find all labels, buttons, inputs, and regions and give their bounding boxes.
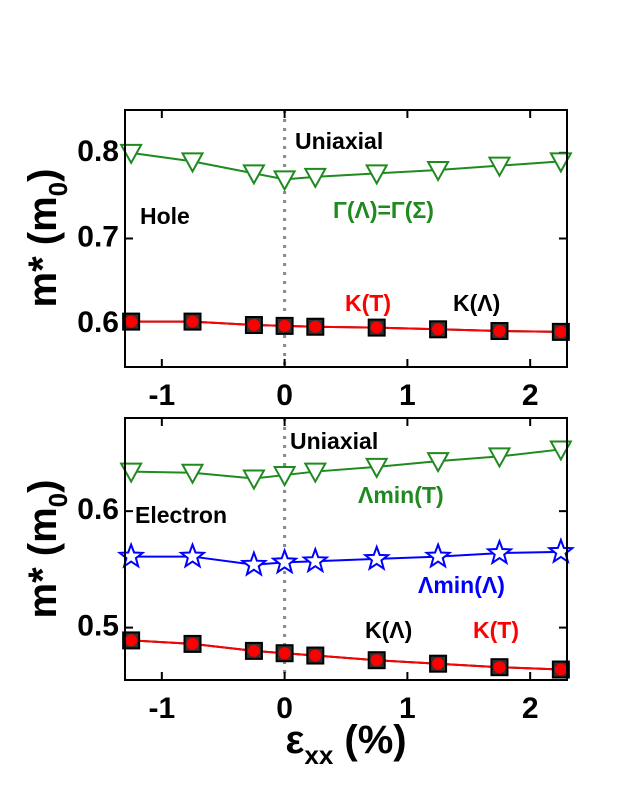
marker [270,547,299,575]
marker [487,156,512,178]
y-axis-label-part: 0 [43,493,73,507]
marker [301,546,330,574]
series-label: Λmin(T) [358,482,444,508]
x-axis-label-part: ε [285,718,304,762]
x-axis-label: εxx (%) [285,718,406,770]
x-tick-label: 1 [399,692,416,725]
x-tick-label: 2 [522,379,539,412]
plot-frame [124,109,568,368]
marker [364,457,389,479]
annotation: Uniaxial [290,428,378,454]
marker [278,319,291,332]
marker [247,319,260,332]
marker [242,164,266,186]
chart-panel: -1 0 1 2 0.6 0.7 0.8 Γ(Λ)=Γ(Σ) K(Λ) K(T) Uniaxial H… [77,109,573,412]
annotation: Electron [135,502,227,528]
marker [180,463,205,485]
marker [309,649,322,662]
marker [119,462,143,484]
marker [180,152,205,174]
marker [546,537,576,564]
marker [278,647,291,660]
marker [178,541,207,569]
marker [487,447,512,469]
marker [554,663,567,676]
marker [119,143,143,165]
marker [370,654,383,667]
marker [549,440,573,462]
marker [432,657,445,670]
marker [186,637,199,650]
marker [364,164,389,186]
y-axis-label-part: m* (m [21,507,65,618]
x-tick-label: -1 [148,379,175,412]
marker [116,541,146,569]
y-axis-label: m* (m0) [21,169,73,308]
marker [186,315,199,328]
marker [493,325,506,338]
series-label: Λmin(Λ) [418,572,505,598]
marker [242,469,266,491]
series-label: Γ(Λ)=Γ(Σ) [333,197,434,223]
marker [554,325,567,338]
y-tick-label: 0.5 [77,610,119,643]
x-tick-label: 2 [522,692,539,725]
x-tick-label: 0 [276,379,293,412]
y-tick-label: 0.7 [77,220,119,253]
y-axis-label-part: m* (m [21,196,65,307]
marker [426,160,450,183]
x-tick-label: 1 [399,379,416,412]
marker [423,541,453,569]
y-axis-label-part: 0 [43,182,73,196]
marker [125,315,138,328]
marker [125,634,138,647]
y-axis-label: m* (m0) [21,480,73,619]
marker [272,170,297,192]
marker [239,549,269,577]
marker [303,462,328,484]
series-label: K(T) [473,617,519,643]
series-label: K(T) [345,290,391,316]
marker [247,644,260,657]
marker [309,320,322,333]
chart-panel: -1 0 1 2 0.5 0.6 Λmin(T) Λmin(Λ)K(Λ) K(T) Uniaxia… [77,417,576,725]
marker [432,323,445,336]
plot-frame [124,417,568,681]
y-tick-label: 0.8 [77,135,119,168]
marker [370,321,383,334]
marker [303,167,328,189]
marker [362,543,391,571]
x-axis-label-part: (%) [333,718,406,762]
y-tick-label: 0.6 [77,306,119,339]
series-label: K(Λ) [365,617,412,643]
marker [426,452,450,474]
marker [485,538,514,566]
x-axis-label-part: xx [304,740,333,770]
series-label: K(Λ) [453,290,500,316]
y-axis-label-part: ) [21,480,65,493]
x-tick-label: 0 [276,692,293,725]
marker [272,466,297,488]
y-tick-label: 0.6 [77,493,119,526]
y-axis-label-part: ) [21,169,65,182]
marker [549,152,573,174]
marker [493,661,506,674]
annotation: Hole [140,203,190,229]
annotation: Uniaxial [295,128,383,154]
x-tick-label: -1 [148,692,175,725]
